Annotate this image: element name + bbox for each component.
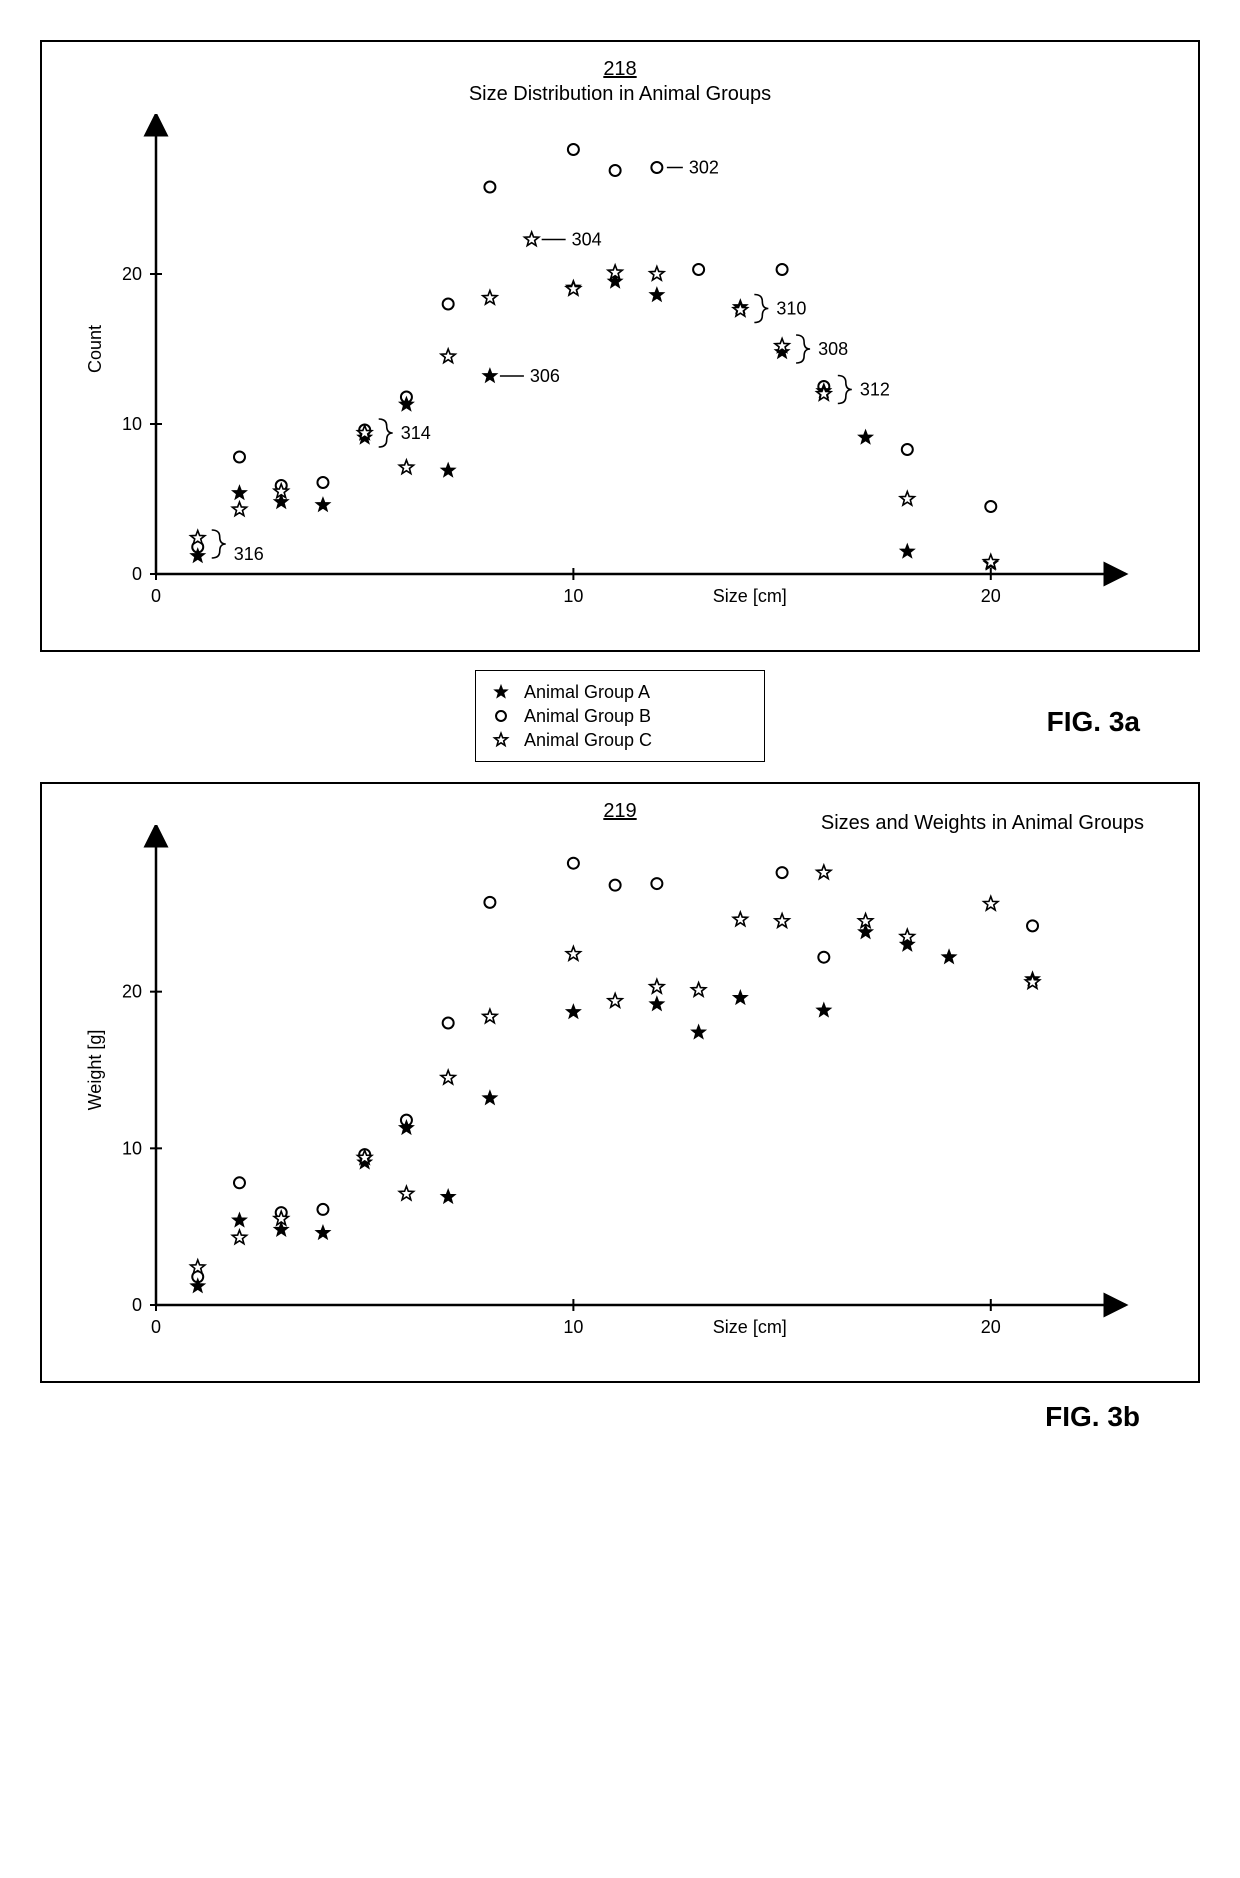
svg-text:312: 312 — [860, 380, 890, 400]
legend-item: Animal Group A — [490, 681, 750, 703]
svg-text:20: 20 — [122, 982, 142, 1002]
figure-a-container: 218 Size Distribution in Animal Groups 0… — [40, 40, 1200, 652]
svg-text:316: 316 — [234, 544, 264, 564]
legend-label: Animal Group A — [524, 682, 650, 703]
chart-b: 0 10 20 0 10 20 Size [cm] Weight [g] — [66, 825, 1146, 1365]
svg-text:20: 20 — [122, 264, 142, 284]
figure-b-caption: FIG. 3b — [40, 1401, 1140, 1433]
svg-text:10: 10 — [122, 1138, 142, 1158]
star-filled-icon — [490, 681, 512, 703]
legend-item: Animal Group B — [490, 705, 750, 727]
svg-text:20: 20 — [981, 586, 1001, 606]
svg-text:0: 0 — [132, 564, 142, 584]
svg-text:310: 310 — [776, 299, 806, 319]
svg-text:Size [cm]: Size [cm] — [713, 586, 787, 606]
svg-text:302: 302 — [689, 158, 719, 178]
svg-text:304: 304 — [572, 230, 602, 250]
svg-text:0: 0 — [151, 1317, 161, 1337]
svg-text:20: 20 — [981, 1317, 1001, 1337]
svg-text:10: 10 — [122, 414, 142, 434]
figure-b-title: Sizes and Weights in Animal Groups — [821, 812, 1144, 835]
svg-text:308: 308 — [818, 339, 848, 359]
svg-text:Size [cm]: Size [cm] — [713, 1317, 787, 1337]
circle-open-icon — [490, 705, 512, 727]
legend-label: Animal Group C — [524, 730, 652, 751]
legend-item: Animal Group C — [490, 729, 750, 751]
svg-text:314: 314 — [401, 423, 431, 443]
svg-text:306: 306 — [530, 366, 560, 386]
figure-b-ref: 219 — [603, 800, 636, 823]
figure-a-title: Size Distribution in Animal Groups — [66, 83, 1174, 106]
figure-b-container: 219 Sizes and Weights in Animal Groups 0… — [40, 782, 1200, 1383]
svg-text:10: 10 — [563, 586, 583, 606]
svg-text:10: 10 — [563, 1317, 583, 1337]
svg-text:Count: Count — [85, 325, 105, 373]
legend-label: Animal Group B — [524, 706, 651, 727]
chart-a: 0 10 20 0 10 20 Size [cm] Count 302 304 306 310 308 3… — [66, 114, 1146, 634]
svg-text:0: 0 — [132, 1295, 142, 1315]
figure-a-caption: FIG. 3a — [1047, 706, 1140, 738]
figure-a-ref: 218 — [66, 58, 1174, 81]
star-open-icon — [490, 729, 512, 751]
svg-text:Weight [g]: Weight [g] — [85, 1030, 105, 1111]
legend-box: Animal Group A Animal Group B Animal Group… — [475, 670, 765, 762]
svg-text:0: 0 — [151, 586, 161, 606]
